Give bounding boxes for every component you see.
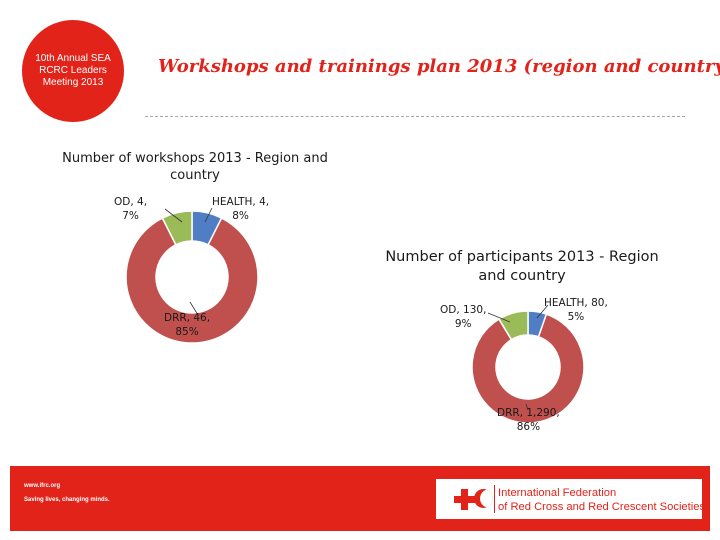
- participants-leader-line-2: [525, 403, 529, 411]
- participants-label-od: OD, 130, 9%: [440, 303, 486, 331]
- workshops-leader-line-0: [204, 207, 213, 223]
- participants-label-od-line-1: OD, 130,: [440, 304, 487, 316]
- footer-bar: www.ifrc.org Saving lives, changing mind…: [10, 466, 710, 531]
- participants-slice-od: [497, 310, 529, 341]
- participants-label-health-line-1: HEALTH, 80,: [544, 297, 608, 309]
- participants-label-od-line-2: 9%: [454, 318, 472, 330]
- workshops-donut: [125, 207, 259, 344]
- workshops-leader-line-1: [164, 208, 183, 223]
- footer-slogan: Saving lives, changing minds.: [24, 497, 110, 503]
- participants-title-line-2: and country: [478, 268, 566, 284]
- workshops-label-health-line-2: 8%: [232, 210, 249, 222]
- workshops-label-drr-line-1: DRR, 46,: [164, 312, 211, 324]
- workshops-label-od-line-2: 7%: [122, 210, 139, 222]
- workshops-label-od-line-1: OD, 4,: [114, 196, 148, 208]
- participants-chart-title: Number of participants 2013 - Region and…: [372, 248, 672, 286]
- participants-label-health: HEALTH, 80, 5%: [544, 296, 608, 324]
- workshops-label-od: OD, 4, 7%: [114, 195, 147, 223]
- slide-title: Workshops and trainings plan 2013 (regio…: [158, 56, 720, 77]
- ifrc-name-line-2: of Red Cross and Red Crescent Societies: [498, 501, 706, 513]
- red-cross-icon: [454, 489, 475, 510]
- badge-line-1: 10th Annual SEA: [35, 53, 111, 64]
- workshops-chart-title: Number of workshops 2013 - Region and co…: [62, 150, 328, 184]
- workshops-title-line-2: country: [170, 168, 220, 183]
- ifrc-name: International Federation of Red Cross an…: [498, 486, 705, 514]
- ifrc-logo: International Federation of Red Cross an…: [436, 479, 705, 519]
- workshops-slice-od: [161, 210, 193, 246]
- participants-donut: [471, 304, 585, 424]
- workshops-label-health: HEALTH, 4, 8%: [212, 195, 269, 223]
- workshops-label-health-line-1: HEALTH, 4,: [212, 196, 270, 208]
- workshops-title-line-1: Number of workshops 2013 - Region and: [62, 151, 328, 166]
- participants-label-drr-line-2: 86%: [516, 421, 541, 433]
- workshops-label-drr-line-2: 85%: [175, 326, 199, 338]
- meeting-badge: 10th Annual SEA RCRC Leaders Meeting 201…: [22, 20, 124, 122]
- participants-label-health-line-2: 5%: [567, 311, 585, 323]
- participants-leader-line-0: [536, 304, 549, 319]
- ifrc-name-line-1: International Federation: [498, 487, 617, 499]
- footer-url[interactable]: www.ifrc.org: [24, 483, 61, 489]
- participants-title-line-1: Number of participants 2013 - Region: [385, 249, 659, 265]
- participants-leader-line-1: [487, 312, 511, 323]
- badge-line-3: Meeting 2013: [42, 77, 104, 88]
- participants-label-drr-line-1: DRR, 1,290,: [497, 407, 560, 419]
- participants-slice-drr: [471, 313, 585, 424]
- workshops-label-drr: DRR, 46, 85%: [164, 311, 210, 339]
- participants-label-drr: DRR, 1,290, 86%: [497, 406, 560, 434]
- red-crescent-icon: [474, 489, 493, 508]
- logo-separator: [494, 485, 495, 513]
- workshops-leader-line-2: [189, 301, 199, 316]
- badge-line-2: RCRC Leaders: [39, 65, 107, 76]
- workshops-slice-drr: [125, 217, 259, 344]
- title-divider: [145, 116, 685, 117]
